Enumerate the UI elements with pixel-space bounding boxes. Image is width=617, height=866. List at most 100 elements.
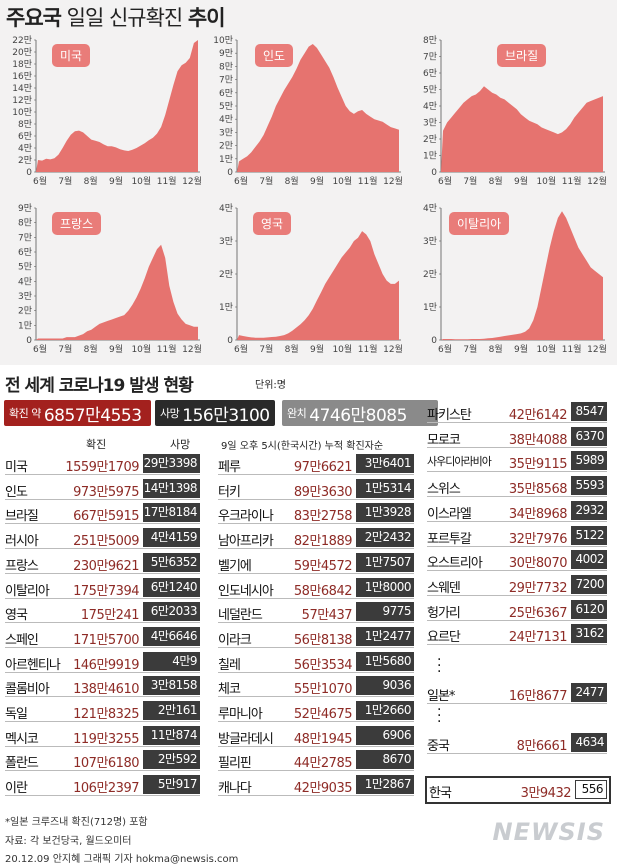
x-tick-label: 12월 [587,343,607,355]
x-tick-label: 6월 [234,343,248,355]
row-divider [5,745,200,747]
country-row: 스위스 35만8568 5593 [427,475,607,498]
y-tick-label: 20만 [12,47,32,58]
y-tick-label: 7만 [18,232,32,243]
y-tick-label: 6만 [423,68,437,79]
y-tick-label: 18만 [12,59,32,70]
country-row: 터키 89만3630 1만5314 [218,478,414,500]
confirmed-value: 175만7394 [73,583,139,599]
x-tick-label: 6월 [33,175,47,187]
row-divider [218,572,414,574]
confirmed-value: 38만4088 [508,432,568,448]
y-tick-label: 10만 [12,107,32,118]
series-area [441,86,603,172]
country-name: 필리핀 [218,756,252,772]
chart-country-label: 브라질 [497,44,547,67]
country-row: 벨기에 59만4572 1만7507 [218,552,414,574]
country-row: 독일 121만8325 2만161 [5,700,200,722]
y-tick-label: 14만 [12,83,32,94]
deaths-value: 1만2867 [356,775,414,795]
y-tick-label: 6만 [219,88,233,99]
x-tick-label: 8월 [489,175,503,187]
deaths-value: 2477 [571,683,607,702]
country-row: 프랑스 230만9621 5만6352 [5,552,200,574]
source: 자료: 각 보건당국, 월드오미터 [5,836,132,847]
country-name: 터키 [218,484,241,500]
y-tick-label: 22만 [12,35,32,46]
y-tick-label: 4만 [219,203,233,214]
chart-country-label: 이탈리아 [449,212,510,235]
country-name: 인도 [5,484,28,500]
confirmed-value: 3만9432 [520,786,572,801]
row-divider [5,548,200,550]
confirmed-value: 24만7131 [508,630,568,646]
series-area [441,211,603,340]
deaths-value: 8547 [571,402,607,421]
deaths-value: 5989 [571,451,607,471]
x-tick-label: 9월 [514,175,528,187]
y-tick-label: 16만 [12,71,32,82]
y-tick-label: 7만 [423,52,437,63]
confirmed-value: 1559만1709 [65,460,139,475]
deaths-value: 6만2033 [143,602,200,622]
confirmed-value: 82만1889 [293,534,353,550]
country-row: 러시아 251만5009 4만4159 [5,527,200,550]
country-name: 이탈리아 [5,583,50,599]
row-divider [427,422,607,423]
country-name: 벨기에 [218,558,252,574]
country-row: 필리핀 44만2785 8670 [218,749,414,772]
confirmed-value: 29만7732 [508,580,568,596]
country-name: 남아프리카 [218,534,274,550]
x-tick-label: 9월 [310,175,324,187]
y-tick-label: 2만 [219,269,233,280]
y-tick-label: 8만 [18,218,32,229]
row-divider [218,622,414,624]
confirmed-value: 667만5915 [73,509,139,525]
country-row: 일본* 16만8677 2477 [427,682,607,704]
y-tick-label: 7만 [219,75,233,86]
country-row: 브라질 667만5915 17만8184 [5,502,200,525]
country-name: 스위스 [427,482,461,498]
x-tick-label: 7월 [259,175,273,187]
country-row: 인도 973만5975 14만1398 [5,478,200,500]
y-tick-label: 2만 [423,134,437,145]
page-title: 주요국 일일 신규확진 추이 [6,6,226,30]
country-name: 폴란드 [5,756,39,772]
x-tick-label: 10월 [332,175,352,187]
confirmed-value: 171만5700 [73,632,139,648]
confirmed-value: 83만2758 [293,509,353,525]
row-divider [218,646,414,648]
y-tick-label: 8만 [18,119,32,130]
header-deaths: 사망 [170,438,191,451]
country-row: 요르단 24만7131 3162 [427,623,607,646]
confirmed-value: 106만2397 [73,781,139,797]
confirmed-value: 25만6367 [508,605,568,621]
x-tick-label: 6월 [33,343,47,355]
deaths-value: 8670 [356,750,414,770]
y-tick-label: 0 [227,336,233,346]
row-divider [427,753,607,754]
country-row: 헝가리 25만6367 6120 [427,599,607,621]
y-tick-label: 9만 [18,203,32,214]
chart-panel: 0 2만 4만 6만 8만 10만 12만 14만 16만 18만 20만 22만 6월 7월 8월 9월 10… [4,32,204,197]
country-name: 모로코 [427,432,461,448]
x-tick-label: 6월 [234,175,248,187]
deaths-value: 29만3398 [143,454,200,473]
country-row: 루마니아 52만4675 1만2660 [218,700,414,722]
deaths-value: 2만161 [143,701,200,720]
series-area [237,44,399,172]
deaths-value: 9036 [356,676,414,696]
x-tick-label: 7월 [259,343,273,355]
deaths-value: 5122 [571,525,607,545]
x-tick-label: 12월 [182,175,202,187]
trend-section: 주요국 일일 신규확진 추이 0 2만 4만 6만 8만 10만 12만 14만 16만 18만 2… [0,0,617,365]
confirmed-value: 16만8677 [508,689,568,704]
confirmed-value: 44만2785 [293,756,353,772]
x-tick-label: 6월 [438,175,452,187]
y-tick-label: 5만 [18,262,32,273]
confirmed-value: 107만6180 [73,756,139,772]
country-name: 파키스탄 [427,408,472,423]
confirmed-value: 34만8968 [508,506,568,522]
y-tick-label: 6만 [18,131,32,142]
row-divider [5,671,200,673]
